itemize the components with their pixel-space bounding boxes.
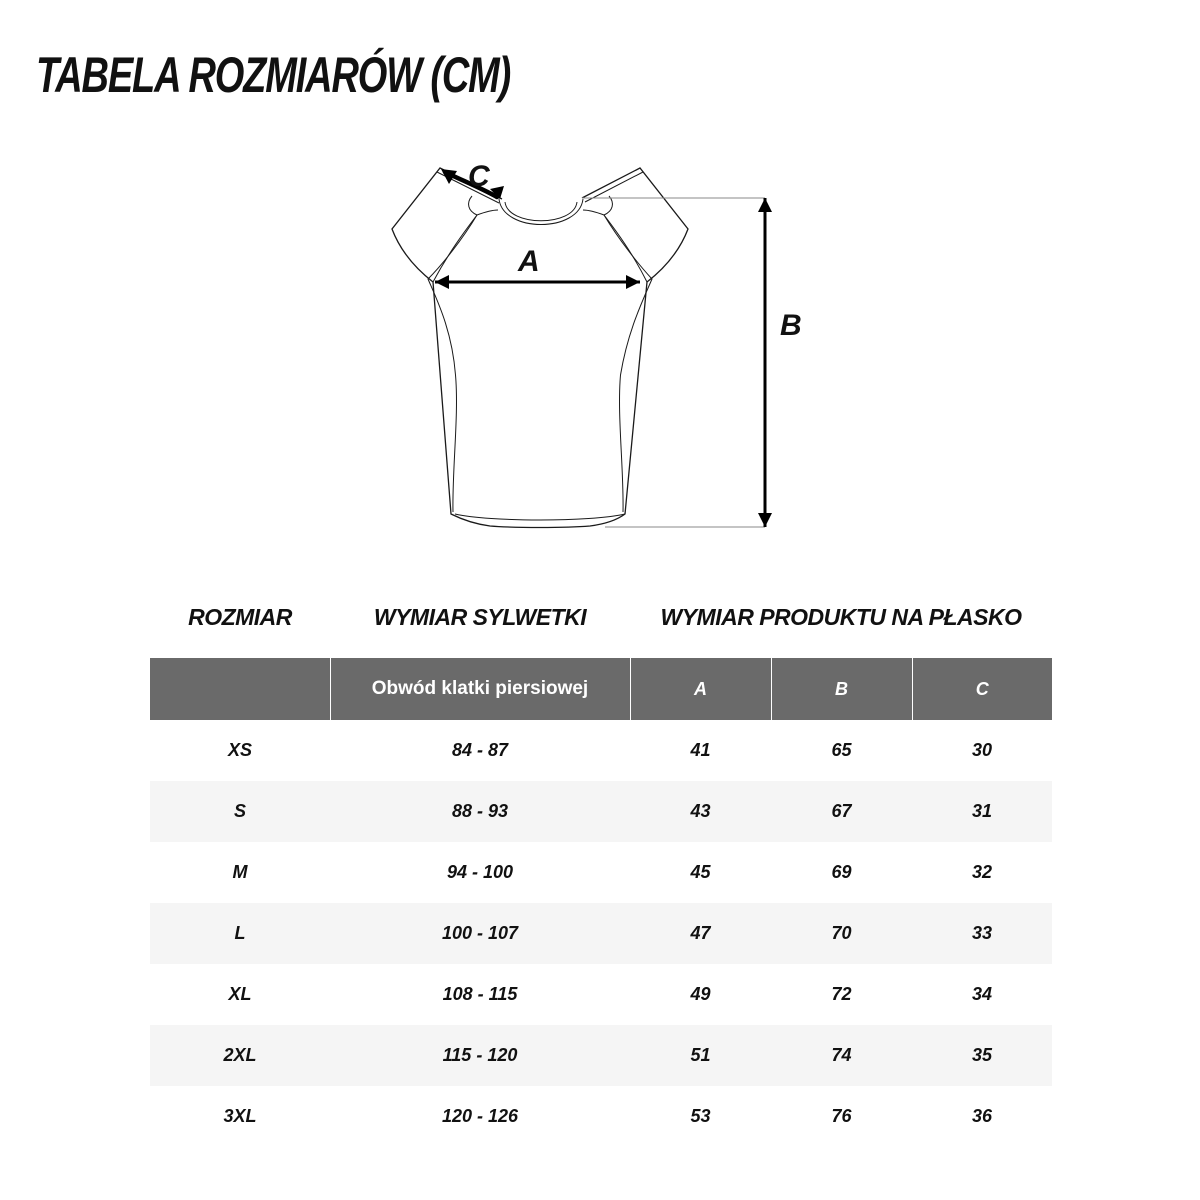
svg-text:C: C bbox=[468, 160, 491, 193]
svg-text:A: A bbox=[517, 245, 540, 278]
svg-text:B: B bbox=[780, 309, 802, 342]
